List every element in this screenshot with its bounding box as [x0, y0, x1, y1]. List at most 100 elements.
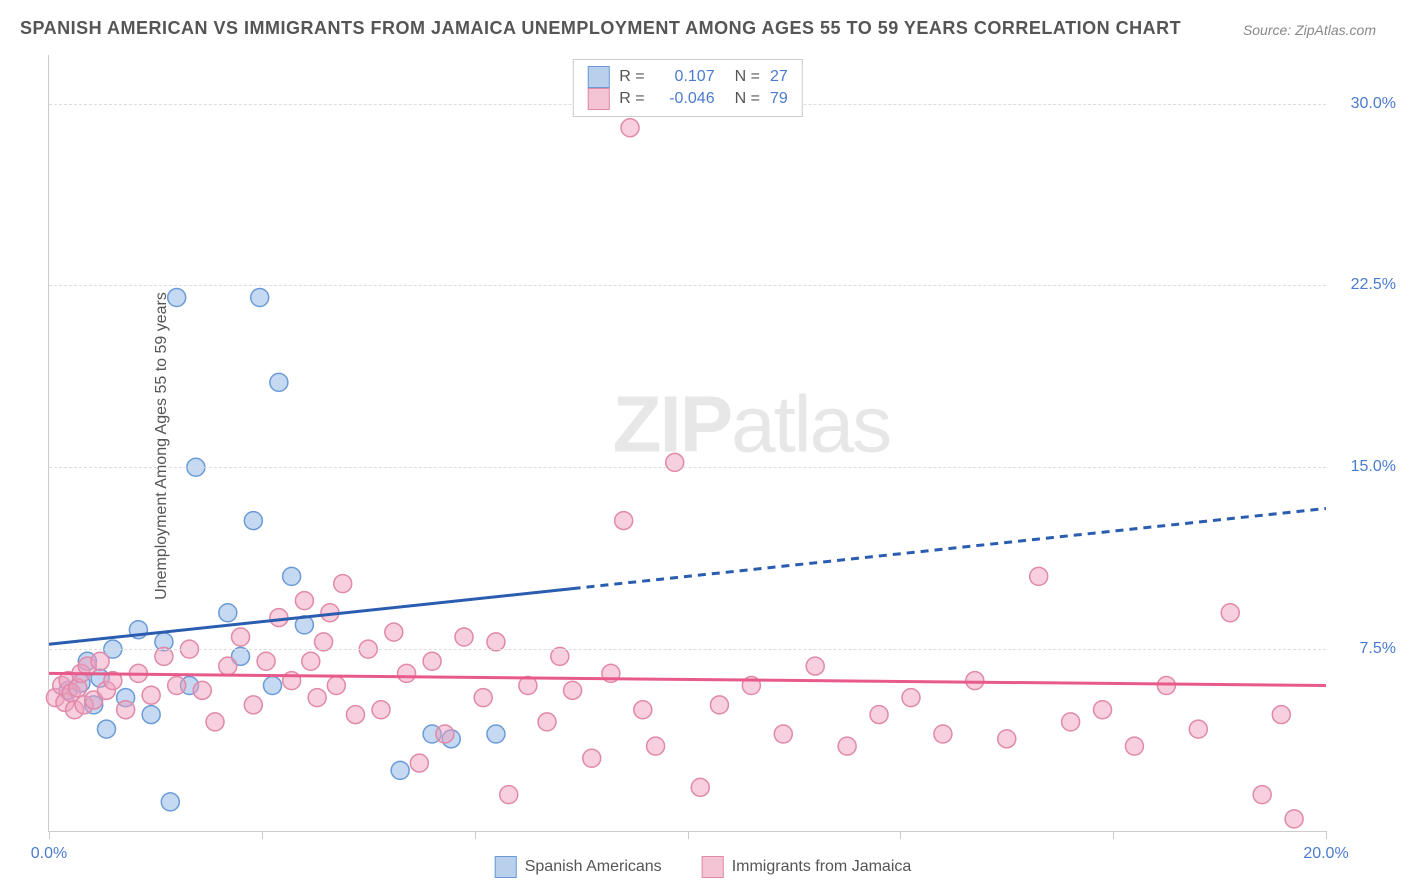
legend-row-series-1: R = 0.107 N = 27	[587, 66, 787, 88]
scatter-point	[474, 689, 492, 707]
scatter-point	[423, 652, 441, 670]
r-label: R =	[619, 68, 644, 86]
scatter-point	[1189, 720, 1207, 738]
n-label: N =	[735, 90, 760, 108]
gridline	[49, 649, 1326, 650]
r-value-series-2: -0.046	[655, 90, 715, 108]
scatter-point	[838, 737, 856, 755]
x-tick-label: 0.0%	[31, 845, 67, 863]
source-attribution: Source: ZipAtlas.com	[1243, 22, 1376, 38]
r-value-series-1: 0.107	[655, 68, 715, 86]
scatter-point	[302, 652, 320, 670]
scatter-svg	[49, 55, 1326, 831]
scatter-point	[806, 657, 824, 675]
scatter-point	[500, 786, 518, 804]
chart-plot-area: ZIPatlas R = 0.107 N = 27 R = -0.046 N =…	[48, 55, 1326, 832]
scatter-point	[621, 119, 639, 137]
scatter-point	[538, 713, 556, 731]
legend-swatch-series-1	[587, 66, 609, 88]
scatter-point	[168, 289, 186, 307]
scatter-point	[334, 575, 352, 593]
y-tick-label: 7.5%	[1336, 640, 1396, 658]
scatter-point	[168, 677, 186, 695]
x-tick-label: 20.0%	[1303, 845, 1348, 863]
scatter-point	[327, 677, 345, 695]
scatter-point	[1062, 713, 1080, 731]
legend-item-series-2: Immigrants from Jamaica	[702, 856, 912, 878]
scatter-point	[257, 652, 275, 670]
scatter-point	[487, 725, 505, 743]
y-tick-label: 22.5%	[1336, 276, 1396, 294]
n-label: N =	[735, 68, 760, 86]
scatter-point	[455, 628, 473, 646]
correlation-legend: R = 0.107 N = 27 R = -0.046 N = 79	[572, 59, 802, 117]
gridline	[49, 467, 1326, 468]
scatter-point	[270, 373, 288, 391]
scatter-point	[385, 623, 403, 641]
scatter-point	[564, 681, 582, 699]
x-tick	[49, 831, 50, 839]
scatter-point	[193, 681, 211, 699]
scatter-point	[398, 664, 416, 682]
scatter-point	[1030, 567, 1048, 585]
scatter-point	[142, 706, 160, 724]
x-tick	[262, 831, 263, 839]
gridline	[49, 285, 1326, 286]
series-legend: Spanish Americans Immigrants from Jamaic…	[495, 856, 912, 878]
scatter-point	[615, 512, 633, 530]
trend-line-dashed	[573, 508, 1326, 588]
scatter-point	[410, 754, 428, 772]
scatter-point	[97, 720, 115, 738]
scatter-point	[263, 677, 281, 695]
scatter-point	[219, 657, 237, 675]
trend-line-solid	[49, 673, 1326, 685]
scatter-point	[346, 706, 364, 724]
x-tick	[1113, 831, 1114, 839]
scatter-point	[1221, 604, 1239, 622]
scatter-point	[251, 289, 269, 307]
legend-item-series-1: Spanish Americans	[495, 856, 662, 878]
scatter-point	[270, 609, 288, 627]
n-value-series-2: 79	[770, 90, 788, 108]
y-tick-label: 30.0%	[1336, 95, 1396, 113]
scatter-point	[206, 713, 224, 731]
n-value-series-1: 27	[770, 68, 788, 86]
series-1-name: Spanish Americans	[525, 858, 662, 876]
scatter-point	[1125, 737, 1143, 755]
x-tick	[1326, 831, 1327, 839]
scatter-point	[391, 761, 409, 779]
scatter-point	[295, 592, 313, 610]
scatter-point	[372, 701, 390, 719]
scatter-point	[91, 652, 109, 670]
scatter-point	[934, 725, 952, 743]
scatter-point	[870, 706, 888, 724]
scatter-point	[161, 793, 179, 811]
scatter-point	[244, 512, 262, 530]
scatter-point	[232, 628, 250, 646]
scatter-point	[1285, 810, 1303, 828]
scatter-point	[710, 696, 728, 714]
scatter-point	[774, 725, 792, 743]
legend-swatch-series-2	[587, 88, 609, 110]
scatter-point	[308, 689, 326, 707]
scatter-point	[244, 696, 262, 714]
legend-swatch-series-2-b	[702, 856, 724, 878]
x-tick	[688, 831, 689, 839]
scatter-point	[583, 749, 601, 767]
legend-swatch-series-1-b	[495, 856, 517, 878]
scatter-point	[219, 604, 237, 622]
legend-row-series-2: R = -0.046 N = 79	[587, 88, 787, 110]
r-label: R =	[619, 90, 644, 108]
scatter-point	[1253, 786, 1271, 804]
scatter-point	[1272, 706, 1290, 724]
y-tick-label: 15.0%	[1336, 458, 1396, 476]
scatter-point	[998, 730, 1016, 748]
scatter-point	[436, 725, 454, 743]
x-tick	[900, 831, 901, 839]
scatter-point	[691, 778, 709, 796]
x-tick	[475, 831, 476, 839]
chart-title: SPANISH AMERICAN VS IMMIGRANTS FROM JAMA…	[20, 18, 1181, 39]
scatter-point	[142, 686, 160, 704]
scatter-point	[647, 737, 665, 755]
scatter-point	[666, 453, 684, 471]
